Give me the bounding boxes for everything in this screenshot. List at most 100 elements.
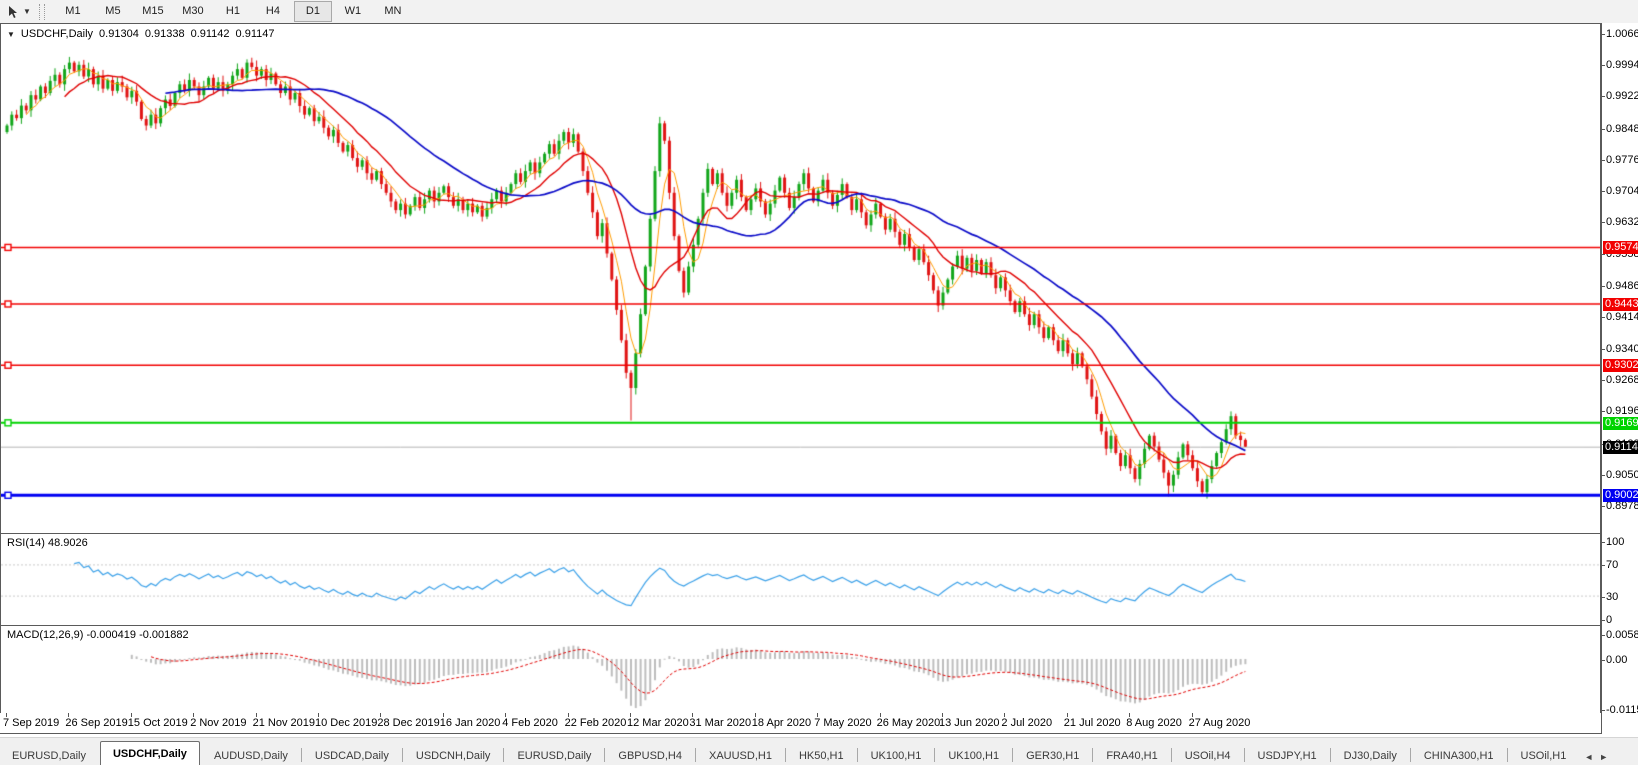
tab-EURUSD-Daily[interactable]: EURUSD,Daily bbox=[12, 750, 86, 762]
tab-separator bbox=[401, 748, 403, 762]
date-axis-tickmark bbox=[754, 713, 756, 717]
tab-separator bbox=[1243, 748, 1245, 762]
timeframe-button-M1[interactable]: M1 bbox=[65, 5, 81, 17]
timeframe-button-M15[interactable]: M15 bbox=[142, 5, 164, 17]
chart-title: ▼ USDCHF,Daily 0.91304 0.91338 0.91142 0… bbox=[7, 28, 274, 40]
chart-tab-bar: EURUSD,Daily USDCHF,Daily AUDUSD,Daily USDC… bbox=[0, 737, 1638, 765]
macd-axis-tick: -0.011514 bbox=[1602, 704, 1638, 717]
tab-USDCHF-Daily[interactable]: USDCHF,Daily bbox=[99, 741, 200, 765]
rsi-axis-tick: 70 bbox=[1601, 559, 1619, 572]
tab-scroll-buttons: ◄ ► bbox=[1584, 752, 1608, 762]
timeframe-button-H4[interactable]: H4 bbox=[265, 5, 280, 17]
date-axis-tickmark bbox=[505, 713, 507, 717]
tab-USDCNH-Daily[interactable]: USDCNH,Daily bbox=[415, 750, 491, 762]
timeframe-button-M5[interactable]: M5 bbox=[105, 5, 121, 17]
symbol-collapse-icon[interactable]: ▼ bbox=[7, 29, 15, 39]
tab-separator bbox=[604, 748, 606, 762]
tab-scroll-right-icon[interactable]: ► bbox=[1599, 752, 1609, 762]
rsi-label: RSI(14) 48.9026 bbox=[7, 537, 88, 549]
date-axis-tickmark bbox=[442, 713, 444, 717]
date-axis-label: 13 Jun 2020 bbox=[939, 717, 1000, 729]
tab-USDCAD-Daily[interactable]: USDCAD,Daily bbox=[314, 750, 389, 762]
date-axis-label: 31 Mar 2020 bbox=[689, 717, 752, 729]
tab-USOil-H1[interactable]: USOil,H1 bbox=[1520, 750, 1567, 762]
timeframe-toolbar: ▼ M1 M5 M15 M30 H1 H4 D1 W1 MN bbox=[0, 0, 1638, 24]
quote-open: 0.91304 bbox=[99, 28, 139, 40]
price-level-chip: 0.93024 bbox=[1603, 359, 1638, 373]
date-axis-tickmark bbox=[6, 713, 7, 717]
price-level-chip: 0.91697 bbox=[1603, 416, 1638, 430]
rsi-axis-tick: 0 bbox=[1601, 614, 1613, 626]
tab-CHINA300-H1[interactable]: CHINA300,H1 bbox=[1423, 750, 1494, 762]
timeframe-button-M30[interactable]: M30 bbox=[182, 5, 204, 17]
quote-high: 0.91338 bbox=[144, 28, 185, 40]
date-axis-tickmark bbox=[1191, 713, 1193, 717]
tab-AUDUSD-Daily[interactable]: AUDUSD,Daily bbox=[213, 750, 288, 762]
candlestick-chart-canvas[interactable] bbox=[1, 24, 1600, 533]
date-axis-label: 26 Sep 2019 bbox=[65, 717, 128, 729]
date-axis-label: 16 Jan 2020 bbox=[439, 717, 501, 729]
cursor-crosshair-icon[interactable] bbox=[4, 3, 22, 21]
date-axis-label: 18 Apr 2020 bbox=[751, 717, 812, 729]
date-axis-label: 26 May 2020 bbox=[876, 717, 941, 729]
timeframe-button-H1[interactable]: H1 bbox=[225, 5, 240, 17]
date-axis-label: 7 May 2020 bbox=[814, 717, 872, 729]
quote-close: 0.91147 bbox=[235, 28, 275, 40]
tab-XAUUSD-H1[interactable]: XAUUSD,H1 bbox=[708, 750, 772, 762]
tab-USDJPY-H1[interactable]: USDJPY,H1 bbox=[1257, 750, 1317, 762]
rsi-chart-canvas[interactable] bbox=[1, 534, 1600, 625]
date-axis-label: 2 Nov 2019 bbox=[190, 717, 247, 729]
date-axis-label: 12 Mar 2020 bbox=[627, 717, 689, 729]
quote-low: 0.91142 bbox=[190, 28, 230, 40]
toolbar-grip-handle[interactable] bbox=[38, 3, 45, 20]
rsi-axis-tick: 100 bbox=[1601, 536, 1625, 548]
date-axis-tickmark bbox=[692, 713, 694, 717]
macd-chart-canvas[interactable] bbox=[1, 626, 1600, 713]
price-level-chip: 0.94436 bbox=[1603, 297, 1638, 311]
tab-EURUSD-Daily[interactable]: EURUSD,Daily bbox=[517, 750, 592, 762]
date-axis-label: 4 Feb 2020 bbox=[502, 717, 558, 729]
rsi-indicator-panel: RSI(14) 48.9026 bbox=[0, 533, 1601, 626]
chart-symbol-label: USDCHF,Daily bbox=[20, 28, 94, 40]
tab-separator bbox=[934, 748, 936, 762]
timeframe-button-MN[interactable]: MN bbox=[384, 5, 402, 17]
tab-UK100-H1[interactable]: UK100,H1 bbox=[948, 750, 1000, 762]
tab-separator bbox=[1170, 748, 1172, 762]
date-axis-tickmark bbox=[130, 713, 132, 717]
date-axis-label: 10 Dec 2019 bbox=[315, 717, 378, 729]
tab-separator bbox=[784, 748, 786, 762]
date-axis-tickmark bbox=[1129, 713, 1131, 717]
date-axis-label: 27 Aug 2020 bbox=[1188, 717, 1251, 729]
date-axis-tickmark bbox=[879, 713, 881, 717]
tab-FRA40-H1[interactable]: FRA40,H1 bbox=[1106, 750, 1158, 762]
timeframe-button-D1[interactable]: D1 bbox=[293, 1, 332, 22]
macd-indicator-panel: MACD(12,26,9) -0.000419 -0.001882 bbox=[0, 625, 1601, 714]
tab-GBPUSD-H4[interactable]: GBPUSD,H4 bbox=[618, 750, 682, 762]
tab-USOil-H4[interactable]: USOil,H4 bbox=[1184, 750, 1231, 762]
timeframe-button-W1[interactable]: W1 bbox=[344, 5, 362, 17]
date-axis-tickmark bbox=[630, 713, 631, 717]
tool-dropdown-chevron-icon[interactable]: ▼ bbox=[23, 7, 31, 16]
tab-UK100-H1[interactable]: UK100,H1 bbox=[870, 750, 922, 762]
price-level-chip: 0.91147 bbox=[1603, 440, 1638, 454]
tab-DJ30-Daily[interactable]: DJ30,Daily bbox=[1343, 750, 1397, 762]
tab-HK50-H1[interactable]: HK50,H1 bbox=[798, 750, 844, 762]
tab-scroll-left-icon[interactable]: ◄ bbox=[1584, 752, 1594, 762]
date-axis-tickmark bbox=[68, 713, 70, 717]
tab-GER30-H1[interactable]: GER30,H1 bbox=[1026, 750, 1080, 762]
date-axis-label: 28 Dec 2019 bbox=[377, 717, 440, 729]
date-axis[interactable]: 7 Sep 2019 26 Sep 2019 15 Oct 2019 2 Nov 20… bbox=[0, 713, 1601, 734]
date-axis-tickmark bbox=[318, 713, 319, 717]
date-axis-label: 21 Nov 2019 bbox=[252, 717, 315, 729]
date-axis-label: 21 Jul 2020 bbox=[1063, 717, 1121, 729]
